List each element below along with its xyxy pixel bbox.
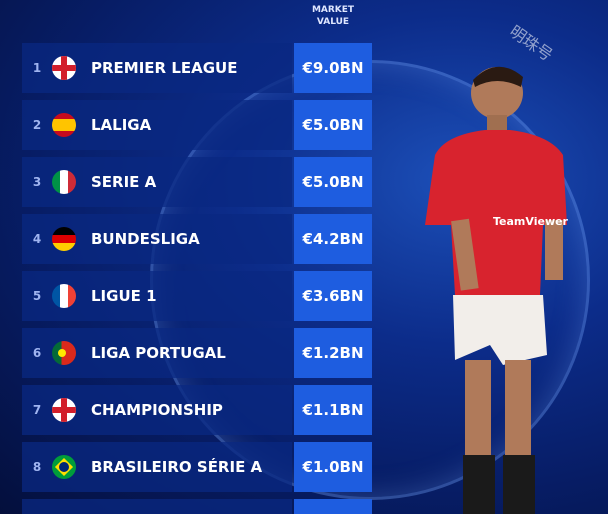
portugal-flag-icon bbox=[52, 341, 76, 365]
league-name: PREMIER LEAGUE bbox=[91, 59, 238, 77]
league-name: LALIGA bbox=[91, 116, 152, 134]
brazil-flag-icon bbox=[52, 455, 76, 479]
market-value: €1.0BN bbox=[294, 442, 372, 492]
rank: 3 bbox=[32, 175, 42, 189]
market-value: €1.2BN bbox=[294, 328, 372, 378]
league-name: BUNDESLIGA bbox=[91, 230, 200, 248]
market-value: €5.0BN bbox=[294, 100, 372, 150]
italy-flag-icon bbox=[52, 170, 76, 194]
league-name: SERIE A bbox=[91, 173, 157, 191]
spain-flag-icon bbox=[52, 113, 76, 137]
table-row: 3 SERIE A bbox=[22, 157, 292, 207]
england-flag-icon bbox=[52, 56, 76, 80]
rank: 4 bbox=[32, 232, 42, 246]
league-name: BRASILEIRO SÉRIE A bbox=[91, 458, 263, 476]
rank: 8 bbox=[32, 460, 42, 474]
league-name: LIGUE 1 bbox=[91, 287, 157, 305]
market-value: €3.6BN bbox=[294, 271, 372, 321]
table-row: 2 LALIGA bbox=[22, 100, 292, 150]
market-value-partial bbox=[294, 499, 372, 514]
sponsor-text: TeamViewer bbox=[493, 215, 569, 228]
league-name: LIGA PORTUGAL bbox=[91, 344, 226, 362]
rank: 6 bbox=[32, 346, 42, 360]
england-flag-icon bbox=[52, 398, 76, 422]
rank: 5 bbox=[32, 289, 42, 303]
table-row: 5 LIGUE 1 bbox=[22, 271, 292, 321]
market-value: €9.0BN bbox=[294, 43, 372, 93]
market-value: €1.1BN bbox=[294, 385, 372, 435]
table-row-partial bbox=[22, 499, 292, 514]
header-line-1: MARKET bbox=[311, 5, 355, 15]
header-line-2: VALUE bbox=[316, 17, 350, 27]
table-row: 8 BRASILEIRO SÉRIE A bbox=[22, 442, 292, 492]
market-value: €4.2BN bbox=[294, 214, 372, 264]
player-photo: TeamViewer bbox=[425, 66, 569, 514]
germany-flag-icon bbox=[52, 227, 76, 251]
league-name: CHAMPIONSHIP bbox=[91, 401, 223, 419]
rank: 7 bbox=[32, 403, 42, 417]
table-row: 7 CHAMPIONSHIP bbox=[22, 385, 292, 435]
market-value: €5.0BN bbox=[294, 157, 372, 207]
table-row: 6 LIGA PORTUGAL bbox=[22, 328, 292, 378]
rank: 2 bbox=[32, 118, 42, 132]
market-value-header: MARKET VALUE bbox=[294, 4, 372, 28]
rank: 1 bbox=[32, 61, 42, 75]
table-row: 4 BUNDESLIGA bbox=[22, 214, 292, 264]
table-row: 1 PREMIER LEAGUE bbox=[22, 43, 292, 93]
france-flag-icon bbox=[52, 284, 76, 308]
